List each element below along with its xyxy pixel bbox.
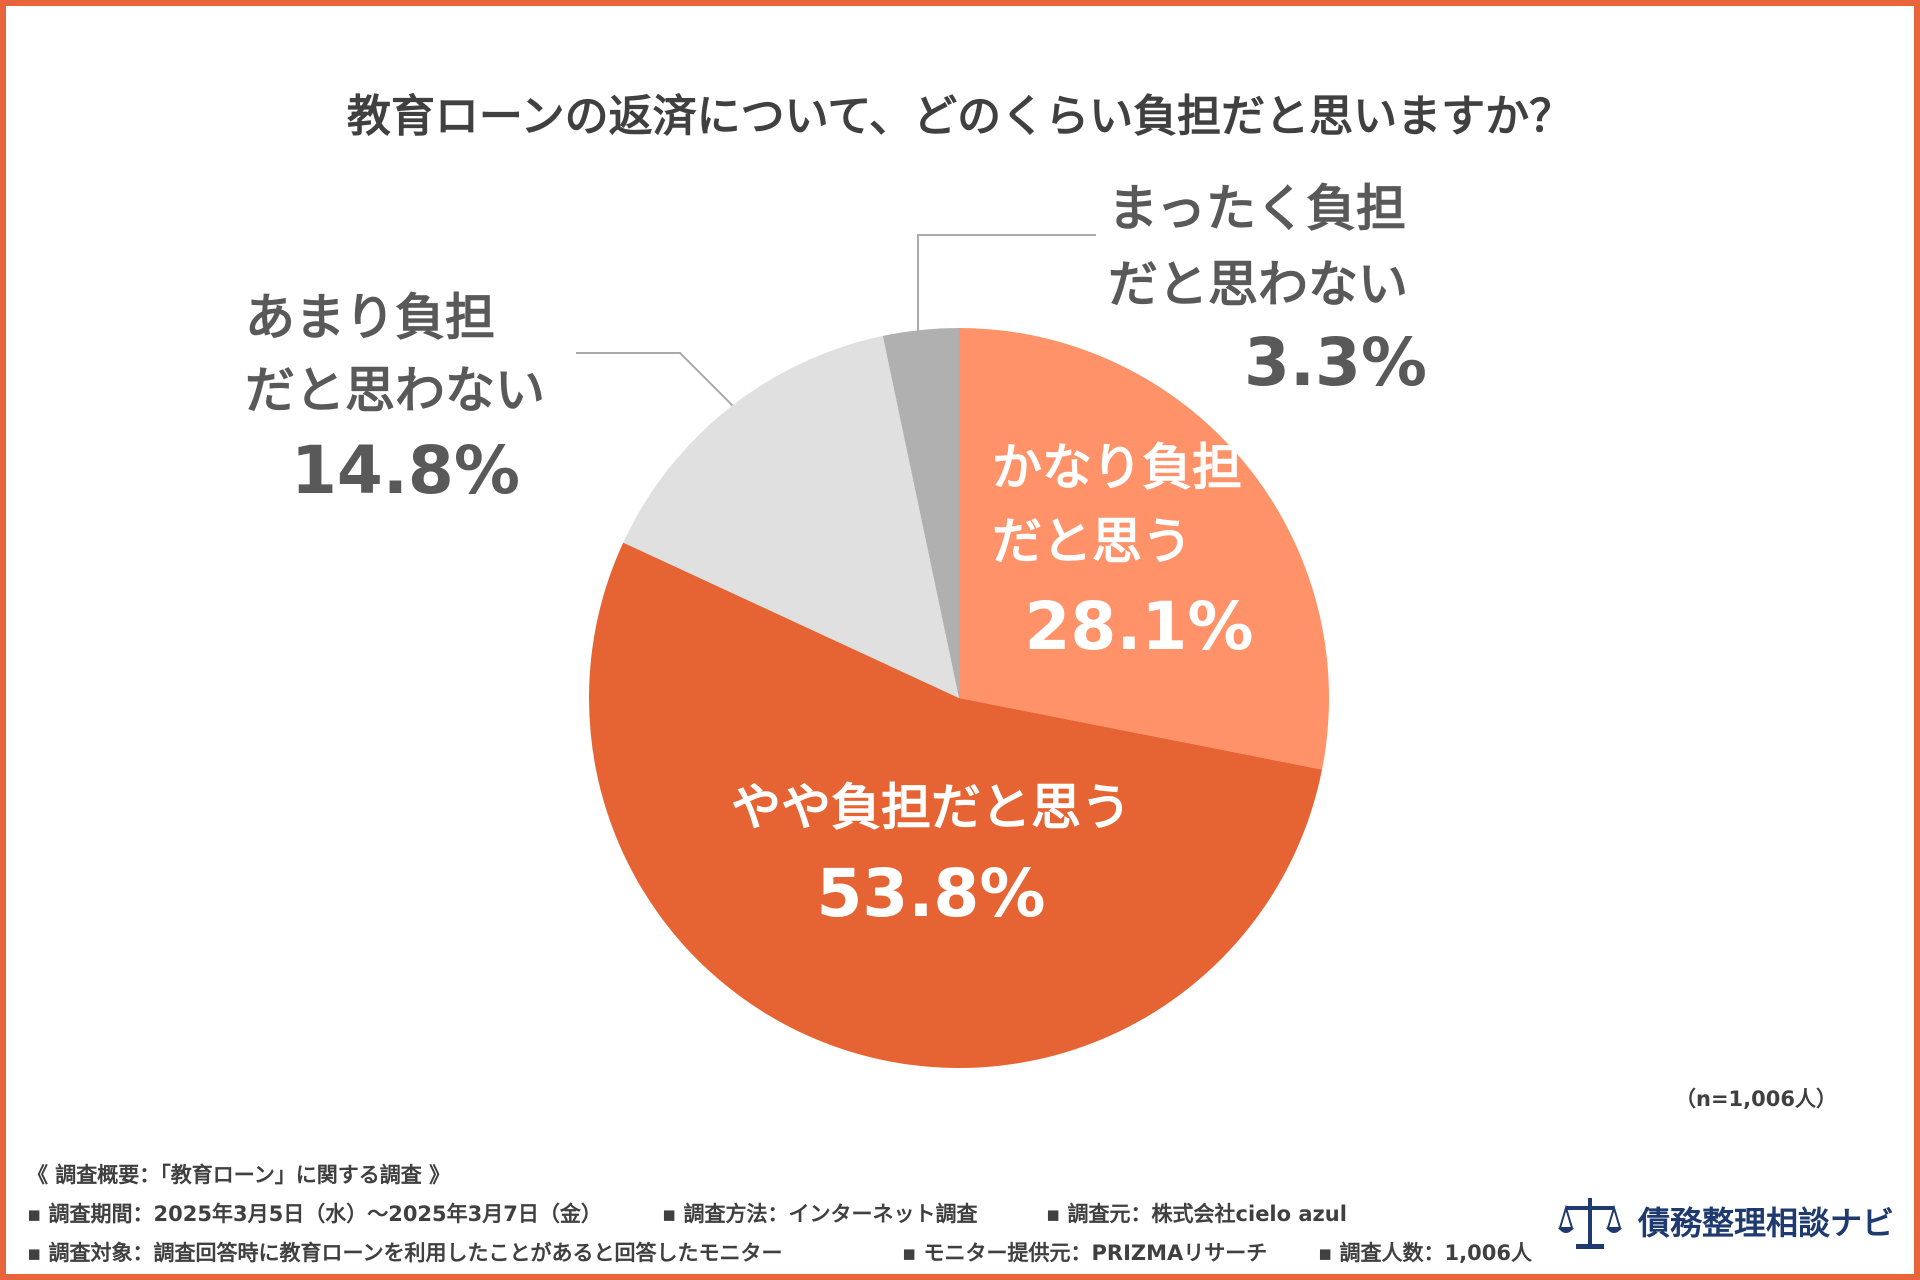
logo-text: 債務整理相談ナビ	[1637, 1204, 1894, 1242]
slice-label: だと思わない	[1108, 256, 1408, 314]
slice-label: だと思う	[992, 513, 1192, 571]
survey-line: ▪ 調査方法：インターネット調査	[662, 1202, 978, 1226]
sample-note: （n=1,006人）	[1675, 1087, 1837, 1111]
value-label: 3.3%	[1244, 324, 1427, 401]
survey-line: ▪ 調査対象：調査回答時に教育ローンを利用したことがあると回答したモニター	[27, 1241, 783, 1265]
value-label: 14.8%	[291, 432, 520, 509]
leader-line	[917, 234, 1096, 331]
slice-label: だと思わない	[245, 362, 545, 420]
survey-line: ▪ モニター提供元：PRIZMAリサーチ	[902, 1241, 1267, 1265]
slice-label: やや負担だと思う	[731, 779, 1131, 837]
value-label: 53.8%	[817, 855, 1046, 932]
pie-slice	[959, 328, 1330, 770]
survey-line: ▪ 調査期間：2025年3月5日（水）〜2025年3月7日（金）	[27, 1202, 602, 1226]
pie	[589, 328, 1330, 1068]
chart-title: 教育ローンの返済について、どのくらい負担だと思いますか？	[347, 91, 1573, 142]
logo: 債務整理相談ナビ	[1558, 1198, 1894, 1249]
pie-slice	[882, 328, 959, 698]
slice-label: かなり負担	[992, 439, 1242, 497]
slice-label: まったく負担	[1108, 180, 1406, 238]
value-label: 28.1%	[1025, 588, 1254, 665]
leader-line	[576, 352, 736, 409]
pie-slice	[623, 335, 959, 698]
survey-heading: 《 調査概要：「教育ローン」に関する調査 》	[27, 1163, 450, 1187]
survey-line: ▪ 調査元：株式会社cielo azul	[1046, 1202, 1347, 1226]
survey-line: ▪ 調査人数：1,006人	[1318, 1241, 1532, 1265]
pie-slice	[589, 542, 1323, 1068]
slice-label: あまり負担	[245, 289, 495, 347]
